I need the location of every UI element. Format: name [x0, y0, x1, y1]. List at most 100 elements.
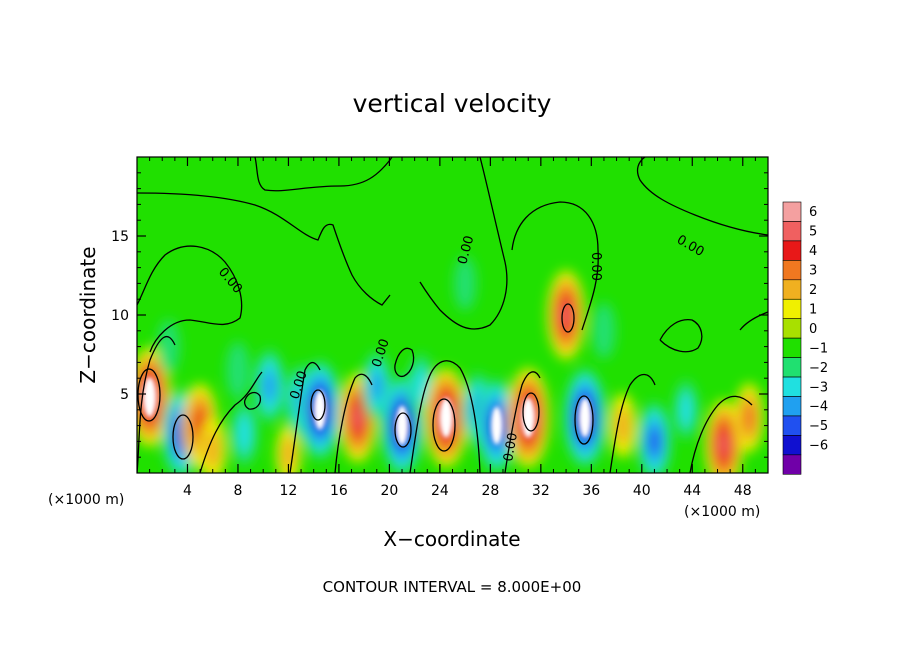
velocity-cell	[236, 414, 253, 453]
y-tick-label: 15	[111, 229, 129, 245]
contour-lines	[137, 157, 768, 473]
contour-line	[409, 360, 481, 473]
colorbar-swatch	[782, 201, 802, 222]
colorbar-label: 2	[809, 283, 817, 298]
colorbar-label: 6	[809, 205, 817, 220]
plot-area: 0.00 0.00 0.00 0.00 0.00 0.00 0.00	[137, 157, 768, 473]
contour-line	[561, 303, 575, 333]
colorbar-label: 4	[809, 244, 817, 259]
colorbar-swatch	[782, 221, 802, 242]
chart-title: vertical velocity	[353, 89, 552, 118]
x-tick-label: 40	[633, 483, 651, 499]
contour-line	[522, 392, 540, 432]
contour-line	[609, 373, 656, 473]
colorbar-swatch	[782, 435, 802, 456]
x-tick-label: 12	[280, 483, 298, 499]
x-tick-label: 44	[683, 483, 701, 499]
velocity-core	[579, 397, 591, 438]
colorbar-swatch	[782, 260, 802, 281]
colorbar: 6 5 4 3 2 1 0 −1 −2 −3 −4 −5 −6	[782, 201, 828, 475]
x-tick-label: 16	[330, 483, 348, 499]
contour-line	[137, 192, 391, 306]
contour-line	[137, 335, 176, 473]
colorbar-label: −2	[809, 361, 828, 376]
contour-line	[243, 391, 262, 410]
velocity-core	[143, 377, 156, 417]
colorbar-label: −3	[809, 380, 828, 395]
x-axis-title: X−coordinate	[383, 527, 520, 551]
colorbar-swatch	[782, 454, 802, 475]
contour-line	[394, 412, 412, 448]
contour-label: 0.00	[455, 234, 477, 266]
colorbar-swatch	[782, 337, 802, 358]
colorbar-swatch	[782, 396, 802, 417]
contour-line	[394, 347, 415, 378]
contour-line	[659, 319, 703, 353]
x-tick-label: 24	[431, 483, 449, 499]
x-axis: 4 8 12 16 20 24 28 32 36 40 44 48	[149, 157, 756, 499]
contour-line	[310, 389, 326, 421]
velocity-core	[522, 397, 535, 438]
colorbar-label: −6	[809, 439, 828, 454]
colorbar-swatch	[782, 298, 802, 320]
x-tick-label: 36	[582, 483, 600, 499]
x-tick-label: 32	[532, 483, 550, 499]
velocity-cell	[614, 406, 631, 445]
x-tick-label: 20	[380, 483, 398, 499]
colorbar-swatch	[782, 318, 802, 339]
contour-line	[636, 157, 768, 236]
velocity-cell	[262, 370, 277, 402]
y-unit-label: (×1000 m)	[48, 492, 124, 508]
contour-line	[419, 157, 508, 330]
y-tick-label: 10	[111, 308, 129, 324]
velocity-cell	[226, 341, 250, 399]
colorbar-swatch	[782, 376, 802, 397]
colorbar-swatch	[782, 415, 802, 436]
contour-line	[432, 398, 456, 452]
velocity-cell	[370, 371, 383, 401]
velocity-cell	[592, 302, 616, 359]
contour-label: 0.00	[501, 432, 521, 463]
contour-line	[137, 245, 243, 353]
contour-line	[137, 368, 161, 422]
colorbar-label: 3	[809, 264, 817, 279]
contour-line	[172, 414, 194, 460]
colorbar-swatch	[782, 357, 802, 378]
colorbar-swatch	[782, 279, 802, 300]
contour-line	[254, 157, 393, 192]
velocity-cell	[718, 432, 729, 457]
y-tick-label: 5	[120, 387, 129, 403]
velocity-cell	[204, 430, 221, 469]
colorbar-swatch	[782, 240, 802, 261]
colorbar-label: −5	[809, 419, 828, 434]
y-axis-title: Z−coordinate	[76, 246, 100, 383]
contour-line	[511, 201, 599, 331]
contour-line	[574, 395, 594, 445]
x-tick-label: 28	[481, 483, 499, 499]
velocity-core	[440, 397, 453, 438]
velocity-cell	[648, 428, 660, 455]
contour-line	[334, 373, 373, 473]
velocity-cell	[352, 405, 364, 430]
contour-line	[289, 361, 321, 473]
colorbar-label: −1	[809, 341, 828, 356]
x-unit-label: (×1000 m)	[684, 504, 760, 520]
contour-line	[504, 371, 541, 473]
colorbar-label: 0	[809, 322, 817, 337]
velocity-cell	[412, 366, 429, 406]
velocity-cell	[742, 402, 756, 433]
colorbar-label: 1	[809, 302, 817, 317]
velocity-core	[491, 406, 503, 445]
velocity-core	[396, 405, 408, 446]
colorbar-label: 5	[809, 225, 817, 240]
contour-line	[739, 311, 768, 331]
x-tick-label: 4	[183, 483, 192, 499]
colorbar-label: −4	[809, 400, 828, 415]
contour-label: 0.00	[588, 252, 603, 281]
velocity-cell	[678, 392, 694, 428]
x-tick-label: 48	[734, 483, 752, 499]
velocity-cell	[157, 319, 180, 374]
contour-interval-note: CONTOUR INTERVAL = 8.000E+00	[323, 578, 582, 596]
velocity-cell	[453, 256, 477, 311]
